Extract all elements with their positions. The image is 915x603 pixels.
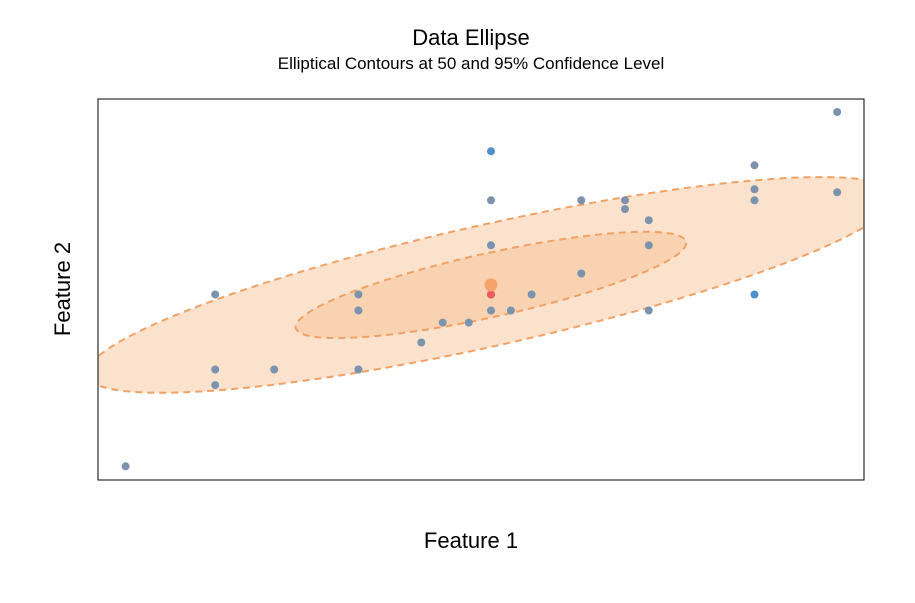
data-point: [487, 241, 495, 250]
x-axis-label: Feature 1: [424, 528, 518, 553]
chart-title: Data Ellipse: [412, 25, 529, 50]
data-point: [750, 161, 759, 170]
data-point: [621, 196, 629, 205]
data-point: [211, 290, 220, 299]
data-point: [644, 241, 653, 250]
data-point: [833, 108, 842, 116]
data-point: [270, 365, 279, 374]
data-point: [621, 205, 629, 214]
data-point: [438, 318, 447, 327]
plot-area: [98, 108, 864, 471]
data-point: [644, 216, 653, 225]
data-point: [644, 306, 653, 315]
data-point: [750, 185, 759, 194]
highlight-point: [487, 290, 495, 299]
centroid-point: [484, 278, 498, 292]
data-point: [354, 306, 363, 315]
data-point: [354, 290, 363, 299]
data-point: [577, 269, 586, 278]
data-point: [487, 147, 495, 156]
data-point: [527, 290, 536, 299]
data-point: [750, 290, 759, 299]
data-point: [211, 365, 220, 374]
data-point: [417, 338, 426, 347]
data-point: [211, 381, 220, 390]
plot-frame: [97, 98, 865, 481]
data-point: [121, 462, 130, 471]
chart-subtitle: Elliptical Contours at 50 and 95% Confid…: [278, 54, 665, 73]
data-point: [464, 318, 473, 327]
data-point: [354, 365, 363, 374]
data-point: [487, 196, 495, 205]
y-axis-label: Feature 2: [50, 242, 75, 336]
data-point: [577, 196, 586, 205]
data-points: [121, 108, 842, 471]
data-point: [750, 196, 759, 205]
data-point: [487, 306, 495, 315]
data-point: [506, 306, 515, 315]
data-point: [833, 188, 842, 197]
